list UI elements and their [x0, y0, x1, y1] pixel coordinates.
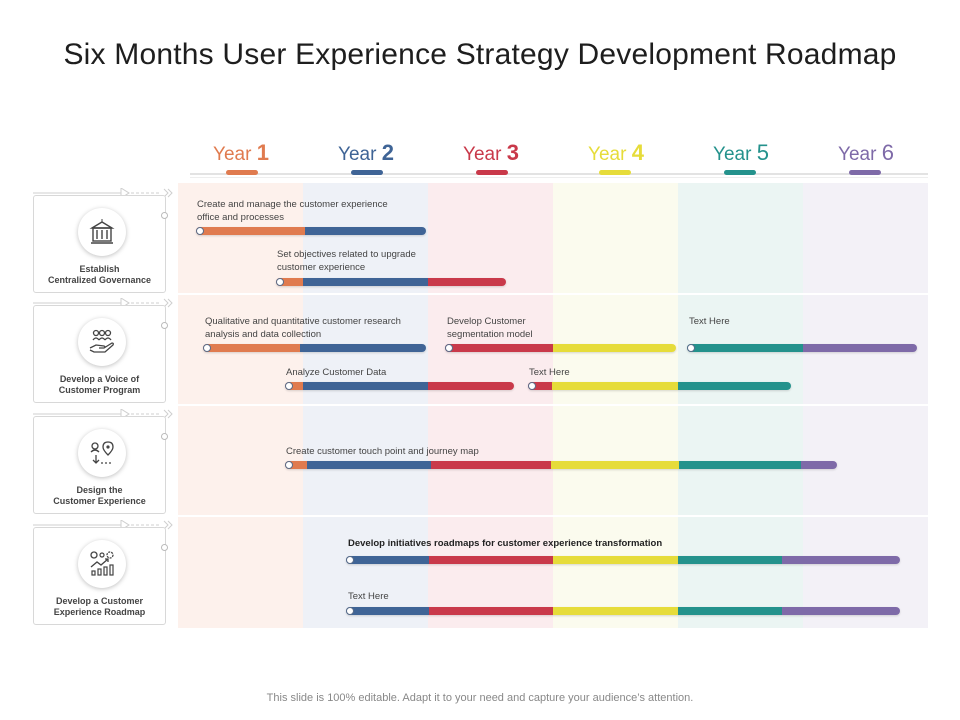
- year-header-1: Year 1: [179, 140, 303, 166]
- card-anchor-dot: [161, 212, 168, 219]
- year-header-6: Year 6: [804, 140, 928, 166]
- task-label: Text Here: [529, 367, 570, 378]
- task-start-knob: [346, 607, 354, 615]
- header-rule: [190, 177, 928, 178]
- footer-note: This slide is 100% editable. Adapt it to…: [266, 692, 694, 704]
- category-card-experience-roadmap: Develop a Customer Experience Roadmap: [33, 527, 168, 625]
- year-tick-4: [599, 170, 631, 175]
- task-start-knob: [285, 461, 293, 469]
- task-label: Create customer touch point and journey …: [286, 446, 479, 457]
- year-number: 3: [506, 140, 519, 165]
- task-start-knob: [285, 382, 293, 390]
- year-word: Year: [213, 144, 252, 165]
- task-label: Text Here: [689, 316, 730, 327]
- task-bar: [285, 382, 514, 390]
- category-card-governance: Establish Centralized Governance: [33, 195, 168, 293]
- task-label: Set objectives related to upgrade custom…: [277, 249, 416, 273]
- row-divider: [178, 404, 928, 406]
- category-card-voice-of-customer: Develop a Voice of Customer Program: [33, 305, 168, 403]
- card-anchor-dot: [161, 544, 168, 551]
- category-label: Establish Centralized Governance: [47, 264, 152, 285]
- task-start-knob: [196, 227, 204, 235]
- year-header-2: Year 2: [304, 140, 428, 166]
- year-word: Year: [713, 144, 752, 165]
- year-tick-5: [724, 170, 756, 175]
- task-label: Qualitative and quantitative customer re…: [205, 316, 401, 340]
- category-label: Design the Customer Experience: [53, 485, 146, 506]
- row-divider: [178, 293, 928, 295]
- task-bar: [276, 278, 506, 286]
- year-header-5: Year 5: [679, 140, 803, 166]
- task-bar: [528, 382, 791, 390]
- task-label: Analyze Customer Data: [286, 367, 387, 378]
- category-card-design-experience: Design the Customer Experience: [33, 416, 168, 514]
- card-anchor-dot: [161, 433, 168, 440]
- page-title: Six Months User Experience Strategy Deve…: [63, 38, 897, 71]
- task-start-knob: [276, 278, 284, 286]
- task-label: Create and manage the customer experienc…: [197, 199, 388, 223]
- year-header-4: Year 4: [554, 140, 678, 166]
- year-number: 5: [756, 140, 769, 165]
- icon-badge: [78, 540, 126, 588]
- year-number: 4: [631, 140, 644, 165]
- year-word: Year: [338, 144, 377, 165]
- category-label: Develop a Customer Experience Roadmap: [53, 596, 146, 617]
- header-rule: [190, 173, 928, 175]
- task-start-knob: [203, 344, 211, 352]
- task-label: Develop initiatives roadmaps for custome…: [348, 538, 663, 549]
- card-anchor-dot: [161, 322, 168, 329]
- hand-people-icon: [89, 329, 114, 353]
- task-bar: [445, 344, 676, 352]
- year-word: Year: [838, 144, 877, 165]
- year-number: 6: [881, 140, 894, 165]
- task-bar: [203, 344, 426, 352]
- task-label: Text Here: [348, 591, 389, 602]
- task-start-knob: [346, 556, 354, 564]
- year-number: 2: [381, 140, 394, 165]
- year-tick-3: [476, 170, 508, 175]
- task-bar: [346, 556, 900, 564]
- task-bar: [196, 227, 426, 235]
- year-number: 1: [256, 140, 269, 165]
- task-label: Develop Customer segmentation model: [447, 316, 533, 340]
- icon-badge: [78, 429, 126, 477]
- year-word: Year: [463, 144, 502, 165]
- row-divider: [178, 515, 928, 517]
- task-start-knob: [687, 344, 695, 352]
- year-word: Year: [588, 144, 627, 165]
- task-start-knob: [528, 382, 536, 390]
- task-bar: [285, 461, 837, 469]
- icon-badge: [78, 318, 126, 366]
- year-header-3: Year 3: [429, 140, 553, 166]
- category-label: Develop a Voice of Customer Program: [58, 374, 141, 395]
- year-tick-2: [351, 170, 383, 175]
- task-bar: [346, 607, 900, 615]
- growth-chart-icon: [90, 551, 114, 576]
- task-bar: [687, 344, 917, 352]
- year-tick-1: [226, 170, 258, 175]
- year-tick-6: [849, 170, 881, 175]
- building-icon: [89, 219, 115, 244]
- task-start-knob: [445, 344, 453, 352]
- icon-badge: [78, 208, 126, 256]
- journey-map-icon: [90, 441, 114, 464]
